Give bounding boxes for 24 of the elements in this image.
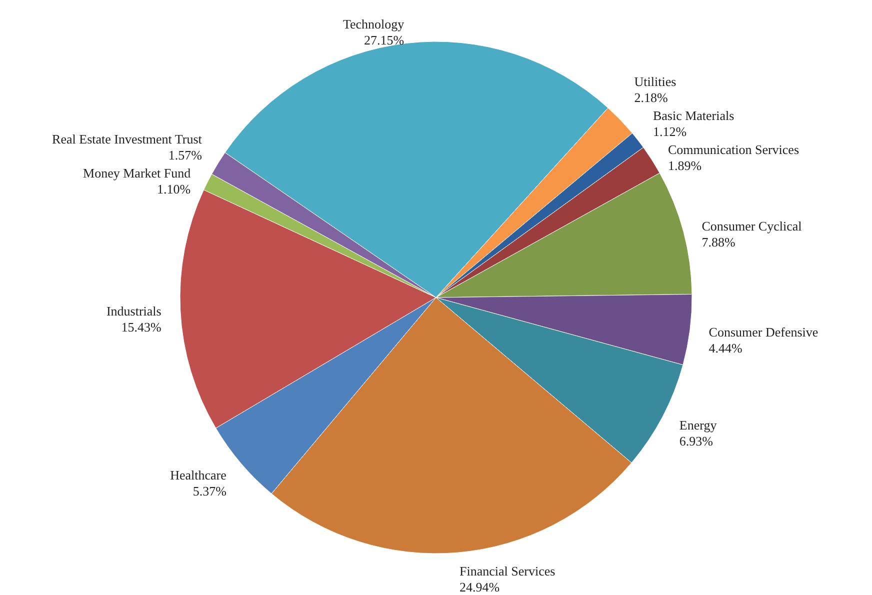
- slice-label: Utilities: [634, 74, 676, 89]
- slice-label: Money Market Fund: [83, 165, 192, 180]
- slice-label: Energy: [679, 417, 718, 432]
- slice-label: Communication Services: [668, 142, 799, 157]
- data-label: 1.57%: [168, 147, 202, 162]
- data-label: 6.93%: [679, 433, 714, 448]
- slice-label: Industrials: [106, 303, 162, 318]
- data-label: 4.44%: [708, 340, 743, 356]
- data-label: 1.10%: [157, 181, 191, 196]
- slice-label: Real Estate Investment Trust: [52, 131, 202, 146]
- data-label: 15.43%: [121, 319, 162, 334]
- data-label: 1.12%: [652, 124, 687, 139]
- slice-label: Consumer Defensive: [708, 324, 818, 340]
- slice-label: Healthcare: [170, 468, 227, 483]
- slice-label: Financial Services: [460, 563, 556, 578]
- data-label: 7.88%: [702, 234, 736, 250]
- data-label: 1.89%: [668, 158, 702, 173]
- slice-label: Basic Materials: [652, 108, 734, 123]
- data-label: 2.18%: [634, 90, 668, 105]
- data-label: 24.94%: [460, 579, 500, 594]
- slice-label: Consumer Cyclical: [702, 218, 802, 234]
- data-label: 27.15%: [364, 32, 404, 48]
- data-label: 5.37%: [192, 484, 227, 499]
- slice-label: Technology: [342, 16, 405, 32]
